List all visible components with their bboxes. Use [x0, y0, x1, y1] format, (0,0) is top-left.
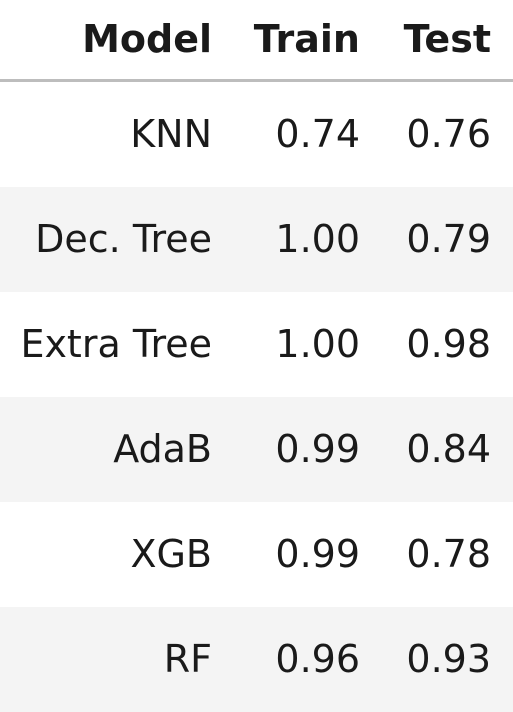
- cell-test: 0.76: [406, 112, 491, 156]
- header-model: Model: [0, 0, 234, 82]
- cell-model: Extra Tree: [20, 322, 212, 366]
- cell-train: 1.00: [275, 322, 360, 366]
- table-row: KNN 0.74 0.76: [0, 80, 513, 187]
- cell-train: 0.74: [275, 112, 360, 156]
- table-row: Extra Tree 1.00 0.98: [0, 291, 513, 397]
- table-row: XGB 0.99 0.78: [0, 501, 513, 607]
- cell-model: Dec. Tree: [35, 217, 212, 261]
- cell-model: RF: [163, 637, 212, 681]
- cell-model: AdaB: [113, 427, 212, 471]
- header-test: Test: [382, 0, 513, 82]
- cell-test: 0.79: [406, 217, 491, 261]
- cell-model: XGB: [130, 532, 212, 576]
- table-body: KNN 0.74 0.76 Dec. Tree 1.00 0.79 Extra …: [0, 80, 513, 712]
- cell-model: KNN: [130, 112, 212, 156]
- cell-test: 0.78: [406, 532, 491, 576]
- cell-train: 1.00: [275, 217, 360, 261]
- cell-test: 0.84: [406, 427, 491, 471]
- table-row: Dec. Tree 1.00 0.79: [0, 186, 513, 292]
- table-row: RF 0.96 0.93: [0, 606, 513, 712]
- cell-test: 0.93: [406, 637, 491, 681]
- table-header: Model Train Test: [0, 0, 513, 82]
- cell-train: 0.99: [275, 427, 360, 471]
- cell-train: 0.96: [275, 637, 360, 681]
- header-row: Model Train Test: [0, 0, 513, 82]
- header-train: Train: [234, 0, 382, 82]
- cell-train: 0.99: [275, 532, 360, 576]
- cell-test: 0.98: [406, 322, 491, 366]
- table-row: AdaB 0.99 0.84: [0, 396, 513, 502]
